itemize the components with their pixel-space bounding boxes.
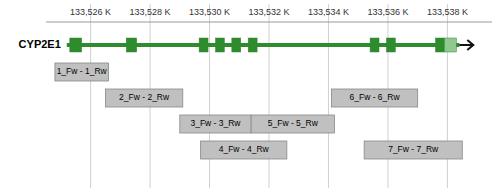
tick-label: 133,528 K	[130, 7, 171, 17]
gene-label: CYP2E1	[19, 38, 61, 50]
labels: CYP2E1 1_Fw - 1_Rw 2_Fw - 2_Rw 3_Fw - 3_Rw 4…	[19, 38, 439, 154]
fragment-label: 6_Fw - 6_Rw	[350, 92, 401, 102]
chart: 133,526 K 133,528 K 133,530 K 133,532 K 133,…	[0, 0, 500, 192]
grid-line	[447, 4, 448, 188]
exon	[370, 38, 379, 52]
exon	[215, 38, 224, 52]
direction-arrow	[459, 40, 473, 50]
grid-line	[209, 4, 210, 188]
fragment-label: 1_Fw - 1_Rw	[57, 66, 108, 76]
tick-label: 133,536 K	[367, 7, 408, 17]
exon	[199, 38, 208, 52]
axis-line	[46, 21, 492, 22]
pcr-fragment	[55, 63, 109, 81]
exon	[436, 38, 445, 52]
tick-label: 133,534 K	[308, 7, 349, 17]
tick-label: 133,530 K	[189, 7, 230, 17]
gene-line	[67, 43, 459, 47]
exon	[126, 38, 136, 52]
exon	[444, 38, 456, 52]
exon	[70, 38, 82, 52]
tick-label: 133,532 K	[248, 7, 289, 17]
fragment-label: 5_Fw - 5_Rw	[268, 118, 319, 128]
grid-line	[90, 4, 91, 188]
marks	[55, 38, 473, 159]
pcr-fragment	[201, 141, 287, 159]
fragment-label: 2_Fw - 2_Rw	[119, 92, 170, 102]
fragment-label: 3_Fw - 3_Rw	[190, 118, 241, 128]
tick-label: 133,538 K	[427, 7, 468, 17]
pcr-fragment	[364, 141, 462, 159]
fragment-label: 7_Fw - 7_Rw	[388, 144, 439, 154]
pcr-fragment	[251, 115, 334, 133]
grid	[91, 4, 448, 188]
fragment-label: 4_Fw - 4_Rw	[219, 144, 270, 154]
tick-label: 133,526 K	[70, 7, 111, 17]
exon	[232, 38, 241, 52]
grid-line	[328, 4, 329, 188]
exon	[248, 38, 257, 52]
pcr-fragment	[180, 115, 251, 133]
pcr-fragment	[105, 89, 182, 107]
exon	[386, 38, 395, 52]
pcr-fragment	[331, 89, 417, 107]
grid-line	[269, 4, 270, 188]
tick-labels: 133,526 K 133,528 K 133,530 K 133,532 K 133,…	[70, 7, 468, 17]
